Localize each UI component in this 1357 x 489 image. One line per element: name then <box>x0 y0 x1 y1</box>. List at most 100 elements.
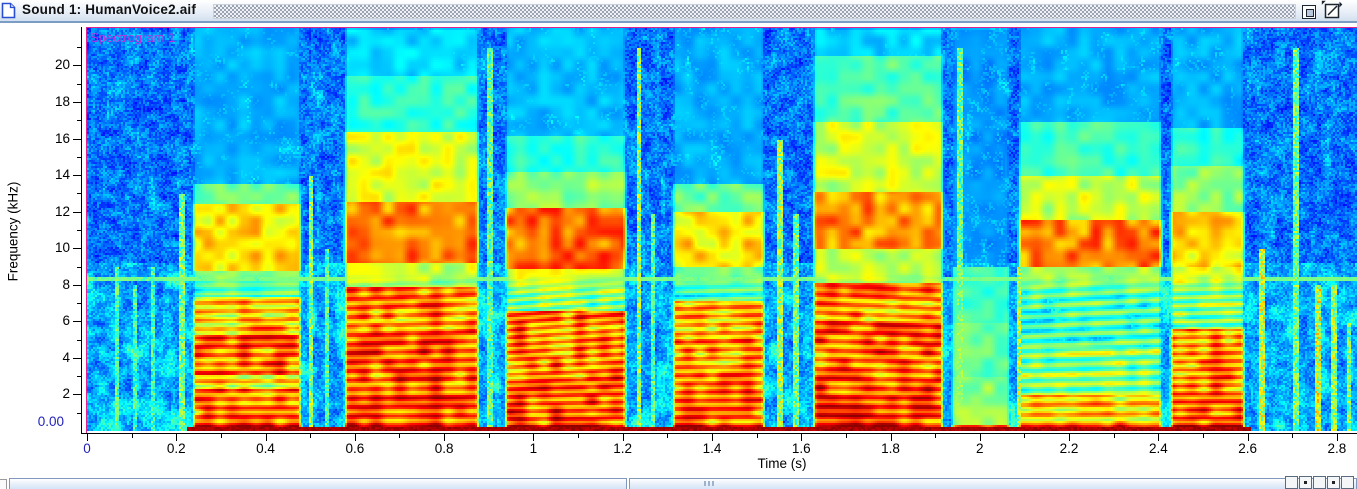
x-minor-tick <box>220 434 222 438</box>
x-major-tick <box>801 434 803 441</box>
y-major-tick <box>73 321 81 323</box>
x-minor-tick <box>1113 434 1115 438</box>
y-major-tick <box>73 394 81 396</box>
y-minor-tick <box>77 412 81 414</box>
toolbar-button-icon[interactable] <box>1313 476 1326 489</box>
x-tick-label: 1.4 <box>702 441 722 456</box>
y-minor-tick <box>77 266 81 268</box>
y-tick-label: 8 <box>62 276 70 292</box>
toolbar-button-icon[interactable] <box>1341 476 1354 489</box>
document-icon <box>1 2 16 19</box>
y-minor-tick <box>77 120 81 122</box>
x-major-tick <box>354 434 356 441</box>
x-tick-label: 0.4 <box>256 441 275 456</box>
x-major-tick <box>1158 434 1160 441</box>
y-minor-tick <box>77 83 81 85</box>
x-major-tick <box>533 434 535 441</box>
toolbar-button-icon[interactable] <box>1299 476 1312 489</box>
y-minor-tick <box>77 303 81 305</box>
y-major-tick <box>73 65 81 67</box>
y-tick-label: 2 <box>62 386 70 402</box>
lower-pane-header-right[interactable] <box>629 478 1357 489</box>
x-major-tick <box>890 434 892 441</box>
x-minor-tick <box>667 434 669 438</box>
x-major-tick <box>444 434 446 441</box>
y-tick-label: 12 <box>54 203 70 219</box>
x-minor-tick <box>845 434 847 438</box>
x-tick-label: 2.2 <box>1059 441 1079 456</box>
x-tick-label: 2 <box>976 441 984 456</box>
y-tick-label: 20 <box>54 57 70 73</box>
y-minor-tick <box>77 376 81 378</box>
x-minor-tick <box>310 434 312 438</box>
y-major-tick <box>73 175 81 177</box>
x-tick-label: 0.8 <box>434 441 454 456</box>
x-minor-tick <box>578 434 580 438</box>
x-tick-label: 0 <box>83 441 91 456</box>
y-minor-tick <box>77 339 81 341</box>
x-tick-label: 1.2 <box>613 441 633 456</box>
x-major-tick <box>979 434 981 441</box>
x-minor-tick <box>1202 434 1204 438</box>
lower-window-corner <box>0 479 7 489</box>
y-axis-title: Frequency (kHz) <box>5 181 21 282</box>
x-tick-label: 1.8 <box>881 441 900 456</box>
y-tick-label: 10 <box>54 240 70 256</box>
zoom-box-icon[interactable] <box>1321 0 1344 21</box>
x-major-tick <box>176 434 178 441</box>
x-minor-tick <box>1024 434 1026 438</box>
x-axis-title: Time (s) <box>757 456 807 471</box>
y-tick-label: 16 <box>54 130 70 146</box>
x-major-tick <box>87 434 88 441</box>
y-minor-tick <box>77 156 81 158</box>
x-major-tick <box>1336 434 1338 441</box>
lower-pane-header-left[interactable] <box>9 478 627 489</box>
collapse-box-inner <box>1306 9 1314 17</box>
lower-toolbar-buttons <box>1285 476 1354 489</box>
y-origin-label: 0.00 <box>37 414 64 429</box>
spectrogram-canvas[interactable] <box>87 28 1357 431</box>
x-major-tick <box>1247 434 1249 441</box>
y-minor-tick <box>77 229 81 231</box>
x-tick-label: 2.4 <box>1148 441 1168 456</box>
x-tick-label: 0.2 <box>166 441 186 456</box>
y-tick-label: 4 <box>62 349 70 365</box>
toolbar-button-icon[interactable] <box>1285 476 1298 489</box>
y-major-tick <box>73 102 81 104</box>
y-major-tick <box>73 284 81 286</box>
x-minor-tick <box>935 434 937 438</box>
x-axis-line <box>81 433 1357 434</box>
y-major-tick <box>73 138 81 140</box>
y-tick-label: 18 <box>54 94 70 110</box>
y-major-tick <box>73 211 81 213</box>
spectrogram-frame <box>86 27 1357 434</box>
y-minor-tick <box>77 193 81 195</box>
x-minor-tick <box>1292 434 1294 438</box>
x-tick-label: 1 <box>529 441 538 456</box>
x-minor-tick <box>756 434 758 438</box>
y-major-tick <box>73 248 81 250</box>
window-title: Sound 1: HumanVoice2.aif <box>22 2 197 17</box>
spectrogram-title: Spectrogram 1 <box>90 30 176 45</box>
x-tick-label: 2.8 <box>1327 441 1347 456</box>
toolbar-button-icon[interactable] <box>1327 476 1340 489</box>
x-major-tick <box>622 434 624 441</box>
y-tick-label: 14 <box>54 167 70 183</box>
window-title-bar[interactable]: Sound 1: HumanVoice2.aif <box>0 0 1357 23</box>
collapse-box-icon[interactable] <box>1302 5 1316 19</box>
titlebar-stipple-pattern[interactable] <box>213 4 1296 19</box>
y-axis-line <box>81 27 82 434</box>
x-tick-label: 2.6 <box>1238 441 1258 456</box>
x-major-tick <box>711 434 713 441</box>
pane-grip-icon[interactable] <box>704 481 718 486</box>
x-minor-tick <box>488 434 490 438</box>
x-minor-tick <box>131 434 133 438</box>
x-major-tick <box>1069 434 1071 441</box>
y-tick-label: 6 <box>62 313 70 329</box>
x-minor-tick <box>399 434 401 438</box>
x-tick-label: 1.6 <box>791 441 811 456</box>
x-major-tick <box>265 434 267 441</box>
x-tick-label: 0.6 <box>345 441 365 456</box>
y-minor-tick <box>77 47 81 49</box>
